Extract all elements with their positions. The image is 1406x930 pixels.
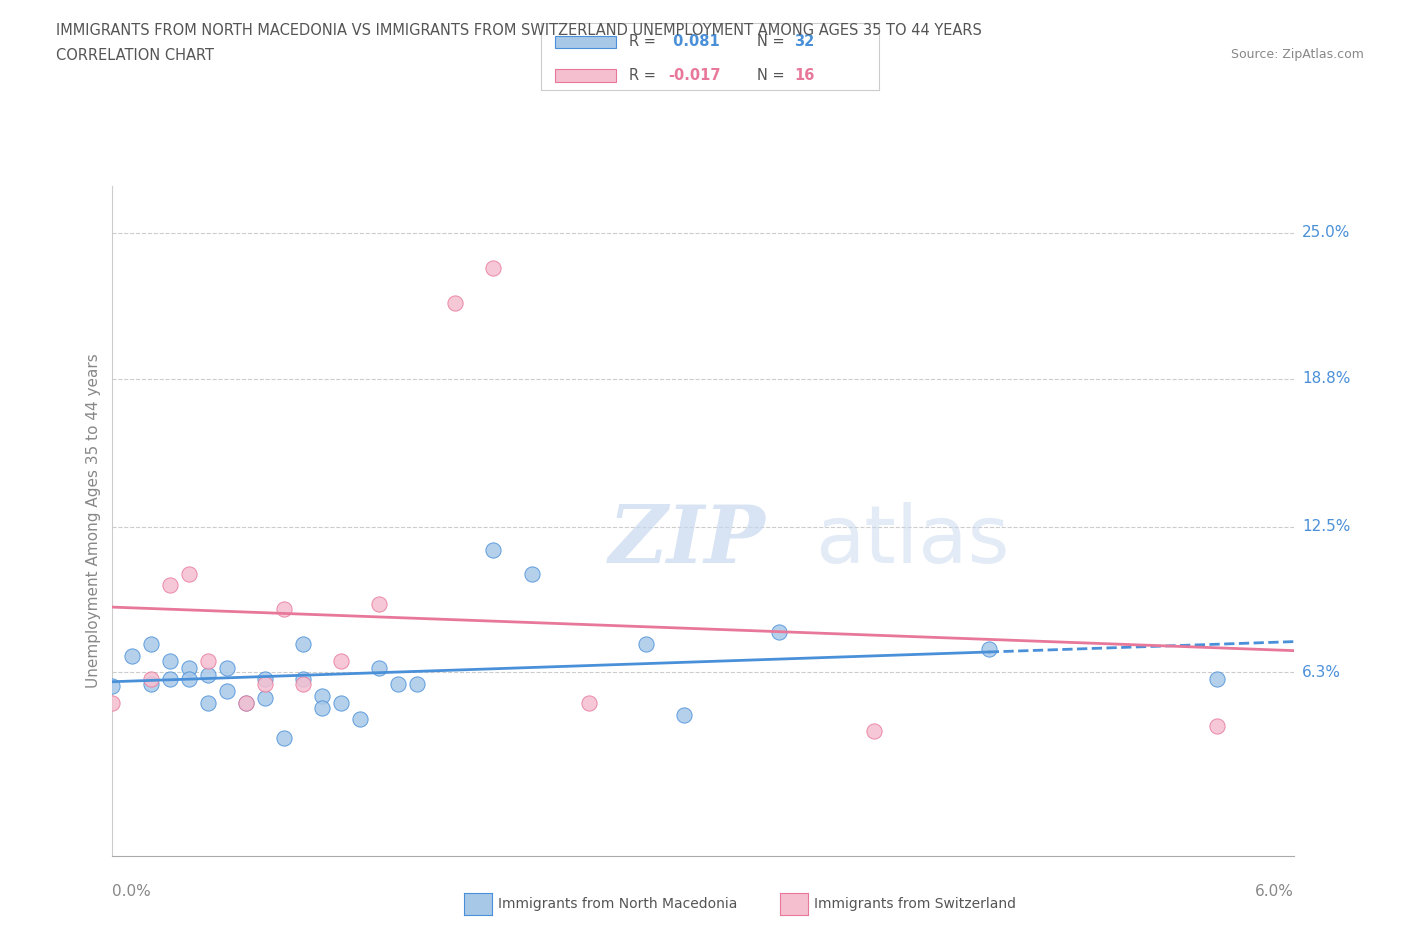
Point: [1206, 672, 1229, 687]
Text: Source: ZipAtlas.com: Source: ZipAtlas.com: [1230, 48, 1364, 61]
Point: [101, 679, 124, 694]
Point: [197, 653, 219, 668]
Point: [139, 672, 162, 687]
Point: [387, 677, 409, 692]
Point: [139, 677, 162, 692]
Point: [330, 696, 353, 711]
Text: R =: R =: [628, 34, 661, 49]
Text: CORRELATION CHART: CORRELATION CHART: [56, 48, 214, 63]
Text: N =: N =: [758, 68, 790, 83]
Point: [159, 653, 181, 668]
Point: [444, 296, 467, 311]
Point: [291, 637, 314, 652]
Point: [197, 667, 219, 682]
Point: [578, 696, 600, 711]
Point: [311, 700, 333, 715]
Point: [977, 642, 1000, 657]
Text: IMMIGRANTS FROM NORTH MACEDONIA VS IMMIGRANTS FROM SWITZERLAND UNEMPLOYMENT AMON: IMMIGRANTS FROM NORTH MACEDONIA VS IMMIG…: [56, 23, 983, 38]
Point: [215, 660, 238, 675]
Point: [253, 672, 276, 687]
Text: Immigrants from Switzerland: Immigrants from Switzerland: [814, 897, 1017, 911]
Point: [273, 602, 295, 617]
Text: Immigrants from North Macedonia: Immigrants from North Macedonia: [498, 897, 737, 911]
Text: N =: N =: [758, 34, 790, 49]
Point: [121, 648, 143, 663]
Text: -0.017: -0.017: [668, 68, 720, 83]
Point: [215, 684, 238, 698]
Text: 18.8%: 18.8%: [1302, 371, 1350, 386]
Point: [520, 566, 543, 581]
Point: [1206, 719, 1229, 734]
Point: [349, 711, 371, 726]
Text: 0.081: 0.081: [668, 34, 720, 49]
Text: 25.0%: 25.0%: [1302, 225, 1350, 241]
Point: [253, 677, 276, 692]
Point: [177, 660, 200, 675]
Text: 32: 32: [794, 34, 814, 49]
Point: [177, 566, 200, 581]
Text: R =: R =: [628, 68, 661, 83]
Point: [291, 672, 314, 687]
FancyBboxPatch shape: [555, 70, 616, 82]
Point: [177, 672, 200, 687]
Point: [368, 660, 391, 675]
Point: [482, 543, 505, 558]
Y-axis label: Unemployment Among Ages 35 to 44 years: Unemployment Among Ages 35 to 44 years: [86, 353, 101, 688]
Point: [672, 707, 695, 722]
Point: [311, 688, 333, 703]
Point: [273, 731, 295, 746]
Text: atlas: atlas: [815, 502, 1010, 580]
Point: [482, 260, 505, 275]
Point: [330, 653, 353, 668]
Point: [253, 691, 276, 706]
Point: [159, 672, 181, 687]
Point: [235, 696, 257, 711]
Point: [139, 637, 162, 652]
Point: [159, 578, 181, 592]
Text: 6.0%: 6.0%: [1254, 884, 1294, 898]
Text: 6.3%: 6.3%: [1302, 665, 1341, 680]
Point: [235, 696, 257, 711]
Text: 12.5%: 12.5%: [1302, 519, 1350, 534]
Point: [101, 696, 124, 711]
Point: [291, 677, 314, 692]
FancyBboxPatch shape: [555, 36, 616, 48]
Point: [197, 696, 219, 711]
Text: ZIP: ZIP: [609, 502, 765, 579]
Point: [768, 625, 790, 640]
Text: 0.0%: 0.0%: [112, 884, 152, 898]
Point: [368, 597, 391, 612]
Point: [406, 677, 429, 692]
Text: 16: 16: [794, 68, 814, 83]
Point: [634, 637, 657, 652]
Point: [863, 724, 886, 738]
